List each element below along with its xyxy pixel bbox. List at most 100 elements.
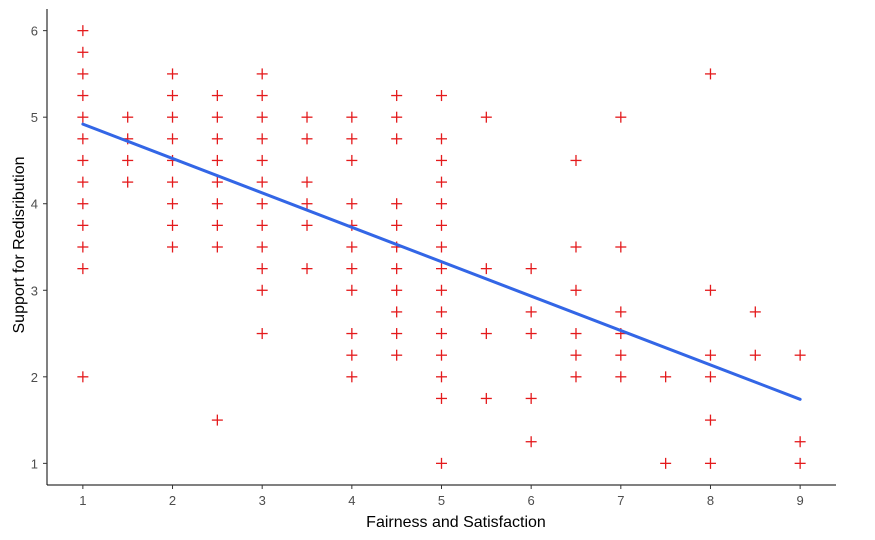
data-point [211,111,223,123]
data-point [391,284,403,296]
x-tick-label: 1 [79,493,86,508]
x-axis-title: Fairness and Satisfaction [366,514,546,531]
data-point [436,176,447,188]
data-point [167,198,179,210]
data-point [77,46,89,58]
data-point [256,263,268,275]
data-point [704,68,716,80]
data-point [436,219,447,231]
data-point [301,111,313,123]
data-point [391,219,403,231]
data-point [77,154,89,166]
data-point [436,371,447,383]
data-point [301,176,313,188]
data-point [211,414,223,426]
x-tick-label: 2 [169,493,176,508]
y-axis: 1 2 3 4 5 6 [31,9,48,485]
data-point [615,349,627,361]
data-point [794,457,806,469]
data-point [167,176,179,188]
data-point [391,349,403,361]
data-point [436,284,447,296]
data-point [256,198,268,210]
data-point [570,349,582,361]
data-point [525,263,537,275]
data-point [436,133,447,145]
data-point [346,328,358,340]
data-point [256,219,268,231]
x-axis-ticks: 1 2 3 4 5 6 7 8 9 [79,485,804,508]
data-point [346,111,358,123]
data-point [77,371,89,383]
data-point [704,349,716,361]
x-tick-label: 7 [617,493,624,508]
data-point [436,306,447,318]
data-point [256,68,268,80]
data-point [167,68,179,80]
data-point [436,154,447,166]
data-point [256,154,268,166]
data-point [77,68,89,80]
data-point [615,306,627,318]
data-point [122,154,134,166]
data-point [167,241,179,253]
data-point [704,371,716,383]
data-point [256,284,268,296]
data-point [436,198,447,210]
data-point [346,133,358,145]
data-point [391,133,403,145]
data-point [346,241,358,253]
data-point [794,349,806,361]
data-point [211,133,223,145]
data-point [480,263,492,275]
data-point [301,219,313,231]
x-tick-label: 9 [797,493,804,508]
data-point [122,176,134,188]
data-point [77,241,89,253]
data-point [211,241,223,253]
data-point [391,111,403,123]
data-point [749,306,761,318]
data-point [256,133,268,145]
y-tick-label: 4 [31,197,38,212]
data-point [436,90,447,102]
data-point [167,90,179,102]
data-point [77,90,89,102]
data-point [346,371,358,383]
x-tick-label: 8 [707,493,714,508]
data-point [436,328,447,340]
data-point [615,111,627,123]
data-point [211,90,223,102]
data-point [704,457,716,469]
data-point [301,198,313,210]
data-point [480,392,492,404]
data-point [794,436,806,448]
data-point [436,392,447,404]
data-point [77,133,89,145]
data-point [570,328,582,340]
data-point [525,392,537,404]
data-point [615,241,627,253]
data-point [301,263,313,275]
data-point [167,133,179,145]
data-point [167,219,179,231]
data-point [391,328,403,340]
y-tick-label: 6 [31,24,38,39]
data-point [346,263,358,275]
data-point [391,263,403,275]
y-tick-label: 2 [31,370,38,385]
data-point [436,457,447,469]
data-point [391,306,403,318]
x-axis: 1 2 3 4 5 6 7 8 9 [47,484,836,508]
data-point [391,198,403,210]
data-point [256,111,268,123]
data-point [77,219,89,231]
data-point [211,198,223,210]
data-point [436,349,447,361]
data-point [480,111,492,123]
trend-line [81,122,802,401]
data-point [570,241,582,253]
data-point [256,176,268,188]
data-point [77,25,89,37]
